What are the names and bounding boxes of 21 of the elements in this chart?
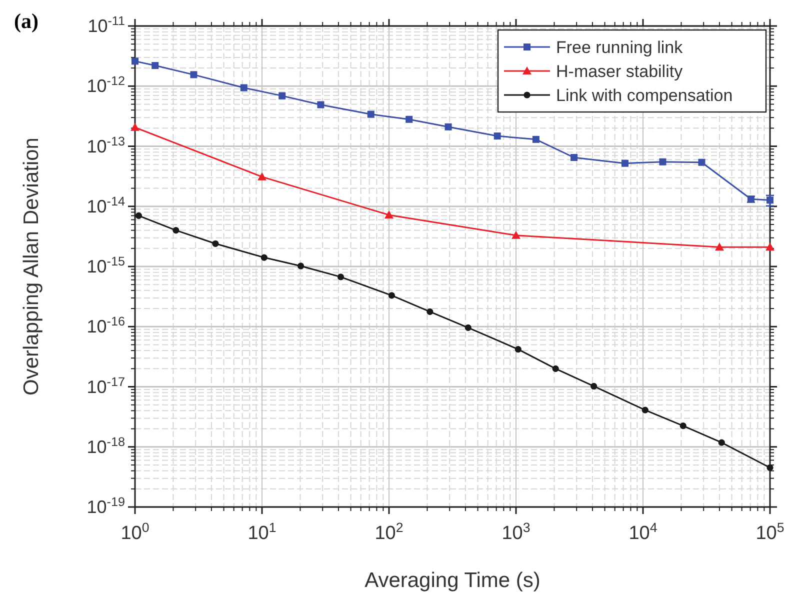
x-tick-label: 10$^{4}$	[628, 520, 658, 544]
x-axis-title: Averaging Time (s)	[364, 569, 540, 592]
legend-label: H-maser stability	[556, 62, 684, 81]
x-tick-label: 10$^{5}$	[756, 520, 784, 544]
y-tick-label: 10$^{-18}$	[86, 434, 125, 457]
y-tick-label: 10$^{-14}$	[86, 194, 125, 216]
y-tick-label: 10$^{-15}$	[86, 254, 125, 276]
legend-label: Link with compensation	[556, 86, 733, 105]
x-tick-label: 10$^{0}$	[120, 520, 150, 544]
text: (a)	[14, 9, 38, 33]
y-tick-label: 10$^{-11}$	[88, 14, 125, 36]
x-tick-label: 10$^{1}$	[248, 520, 276, 544]
y-axis-title: Overlapping Allan Deviation	[20, 138, 43, 396]
x-tick-label: 10$^{2}$	[374, 520, 404, 544]
y-tick-label: 10$^{-16}$	[86, 314, 125, 337]
y-tick-label: 10$^{-19}$	[86, 495, 125, 517]
y-tick-label: 10$^{-13}$	[86, 134, 125, 156]
x-tick-label: 10$^{3}$	[502, 520, 530, 544]
y-tick-label: 10$^{-17}$	[86, 374, 125, 397]
y-tick-label: 10$^{-12}$	[86, 74, 125, 96]
legend-label: Free running link	[556, 38, 684, 57]
